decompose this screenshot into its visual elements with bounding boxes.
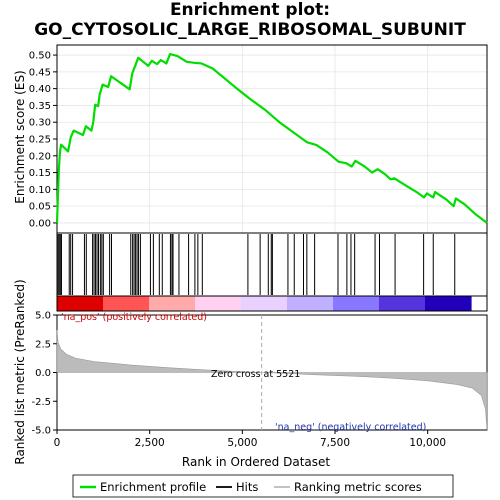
- rank-color-frame: [56, 295, 488, 312]
- metric-y-axis-label: Ranked list metric (PreRanked): [13, 279, 27, 464]
- legend: Enrichment profile Hits Ranking metric s…: [72, 474, 454, 498]
- es-ytick-label: 0.50: [29, 51, 51, 62]
- neg-annotation: 'na_neg' (negatively correlated): [275, 422, 426, 433]
- zero-cross-annotation: Zero cross at 5521: [211, 369, 300, 380]
- legend-label-hits: Hits: [236, 480, 258, 494]
- ranking-metric-area: [56, 329, 488, 431]
- rank-color-segment: [241, 296, 288, 311]
- hits-panel: [56, 232, 488, 297]
- metric-panel: 5.0 2.5 0.0 -2.5 -5.00 2,500 5,000 7,500 10,000: [31, 311, 488, 449]
- legend-box: [72, 474, 454, 498]
- metric-ytick-label: 2.5: [35, 339, 51, 350]
- es-ytick-label: 0.35: [29, 101, 51, 112]
- metric-xtick-label: 2,500: [135, 437, 165, 449]
- rank-color-segment: [333, 296, 380, 311]
- es-ytick-label: 0.00: [29, 218, 51, 229]
- rank-color-segment: [379, 296, 426, 311]
- title-line-1: Enrichment plot:: [169, 0, 331, 20]
- es-ytick-label: 0.20: [29, 151, 51, 162]
- x-axis-label: Rank in Ordered Dataset: [182, 455, 330, 469]
- metric-ytick-label: 5.0: [35, 311, 51, 322]
- plot-title: Enrichment plot: GO_CYTOSOLIC_LARGE_RIBO…: [0, 0, 500, 40]
- metric-xtick-label: 10,000: [409, 437, 446, 449]
- es-panel: 0.00 0.05 0.10 0.15 0.20 0.25 0.30 0.35 0.40 0.45…: [29, 44, 488, 234]
- title-line-2: GO_CYTOSOLIC_LARGE_RIBOSOMAL_SUBUNIT: [34, 20, 466, 40]
- es-ytick-label: 0.10: [29, 185, 51, 196]
- es-ytick-label: 0.45: [29, 67, 51, 78]
- es-ytick-label: 0.40: [29, 84, 51, 95]
- rank-color-segment: [103, 296, 150, 311]
- pos-annotation: 'na_pos' (positively correlated): [61, 312, 207, 323]
- es-ytick-label: 0.05: [29, 202, 51, 213]
- metric-ytick-label: -2.5: [31, 397, 51, 408]
- rank-color-segment: [57, 296, 104, 311]
- legend-label-ranking: Ranking metric scores: [294, 480, 422, 494]
- rank-color-segment: [425, 296, 472, 311]
- rank-color-segment: [149, 296, 196, 311]
- rank-color-segment: [195, 296, 242, 311]
- es-ytick-label: 0.25: [29, 135, 51, 146]
- enrichment-profile-line: [55, 52, 488, 224]
- es-y-axis-label: Enrichment score (ES): [13, 70, 27, 203]
- metric-xtick-label: 0: [54, 437, 61, 449]
- metric-xtick-label: 7,500: [320, 437, 350, 449]
- metric-ytick-label: 0.0: [35, 368, 51, 379]
- es-ytick-label: 0.15: [29, 168, 51, 179]
- metric-xtick-label: 5,000: [227, 437, 257, 449]
- rank-color-bar: [56, 295, 488, 312]
- metric-ytick-label: -5.0: [31, 426, 51, 437]
- legend-label-enrichment: Enrichment profile: [100, 480, 206, 494]
- es-ytick-label: 0.30: [29, 118, 51, 129]
- rank-color-segment: [287, 296, 334, 311]
